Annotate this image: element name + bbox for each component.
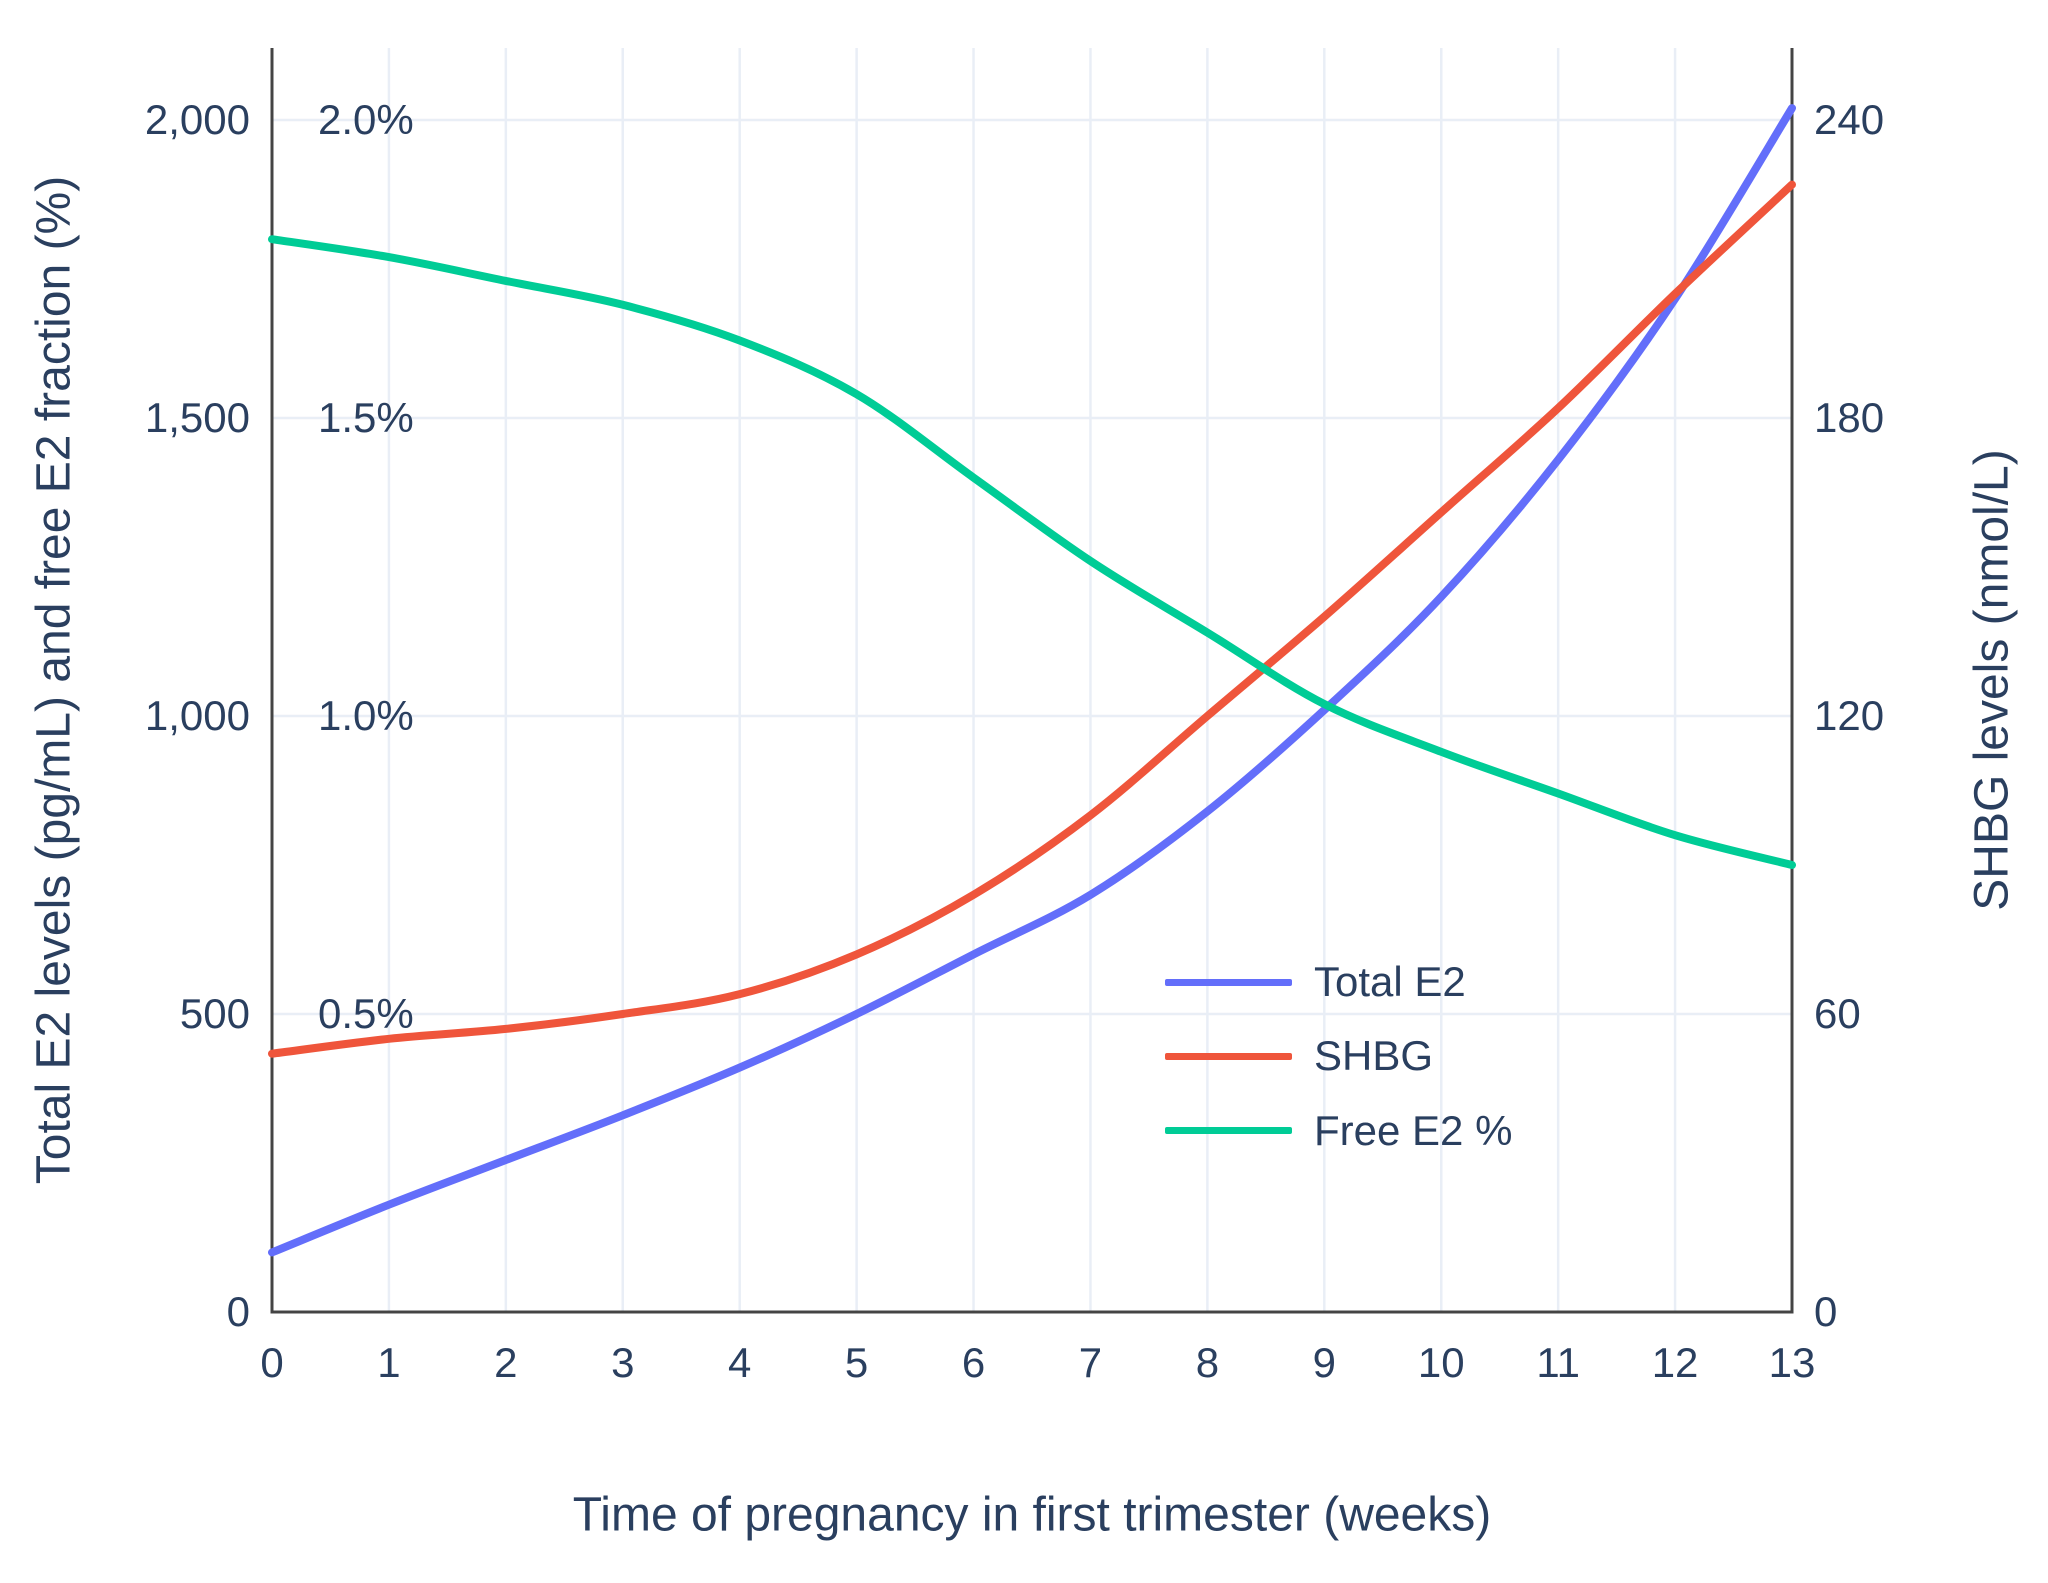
x-tick-label: 5 bbox=[844, 1339, 869, 1386]
x-tick-label: 0 bbox=[260, 1339, 284, 1386]
y-right-tick-label: 120 bbox=[1814, 692, 1885, 739]
percent-tick-label: 2.0% bbox=[318, 96, 414, 143]
y-left-tick-label: 2,000 bbox=[144, 96, 250, 143]
x-tick-label: 4 bbox=[728, 1339, 752, 1386]
series-line-total-e2 bbox=[268, 104, 1796, 1257]
legend-swatch-total-e2 bbox=[1165, 978, 1292, 986]
y-right-tick-label: 180 bbox=[1814, 394, 1885, 441]
series-line-free-e2- bbox=[268, 235, 1796, 869]
legend-swatch-free-e2- bbox=[1165, 1127, 1292, 1135]
series-line-shbg bbox=[268, 180, 1796, 1058]
legend-item-free-e2-[interactable]: Free E2 % bbox=[1165, 1107, 1512, 1155]
x-tick-label: 11 bbox=[1536, 1339, 1580, 1386]
right-axis-title: SHBG levels (nmol/L) bbox=[1965, 449, 2019, 911]
legend: Total E2 SHBG Free E2 % bbox=[1165, 958, 1512, 1155]
x-tick-label: 10 bbox=[1417, 1339, 1465, 1386]
legend-label-shbg: SHBG bbox=[1314, 1032, 1434, 1080]
legend-swatch-shbg bbox=[1165, 1052, 1292, 1060]
x-tick-label: 13 bbox=[1768, 1339, 1816, 1386]
x-tick-label: 2 bbox=[494, 1339, 518, 1386]
x-axis-title: Time of pregnancy in first trimester (we… bbox=[572, 1488, 1492, 1542]
y-right-tick-label: 0 bbox=[1814, 1288, 1838, 1335]
y-right-tick-label: 60 bbox=[1814, 990, 1861, 1037]
percent-tick-label: 1.0% bbox=[318, 692, 414, 739]
x-tick-label: 8 bbox=[1195, 1339, 1220, 1386]
x-tick-label: 12 bbox=[1651, 1339, 1699, 1386]
y-left-tick-label: 1,000 bbox=[144, 692, 250, 739]
y-left-tick-label: 1,500 bbox=[144, 394, 250, 441]
percent-tick-label: 1.5% bbox=[318, 394, 414, 441]
x-tick-label: 9 bbox=[1312, 1339, 1336, 1386]
y-left-tick-label: 500 bbox=[179, 990, 250, 1037]
y-right-tick-label: 240 bbox=[1814, 96, 1885, 143]
x-tick-label: 1 bbox=[377, 1339, 401, 1386]
legend-label-total-e2: Total E2 bbox=[1314, 958, 1466, 1005]
y-left-tick-label: 0 bbox=[226, 1288, 250, 1335]
legend-item-shbg[interactable]: SHBG bbox=[1165, 1032, 1512, 1080]
left-axis-title: Total E2 levels (pg/mL) and free E2 frac… bbox=[27, 175, 81, 1185]
legend-label-free-e2-: Free E2 % bbox=[1314, 1106, 1513, 1154]
x-tick-label: 7 bbox=[1078, 1339, 1103, 1386]
x-tick-label: 3 bbox=[611, 1339, 635, 1386]
legend-item-total-e2[interactable]: Total E2 bbox=[1165, 958, 1512, 1006]
x-tick-label: 6 bbox=[961, 1339, 986, 1386]
percent-tick-label: 0.5% bbox=[318, 990, 414, 1037]
